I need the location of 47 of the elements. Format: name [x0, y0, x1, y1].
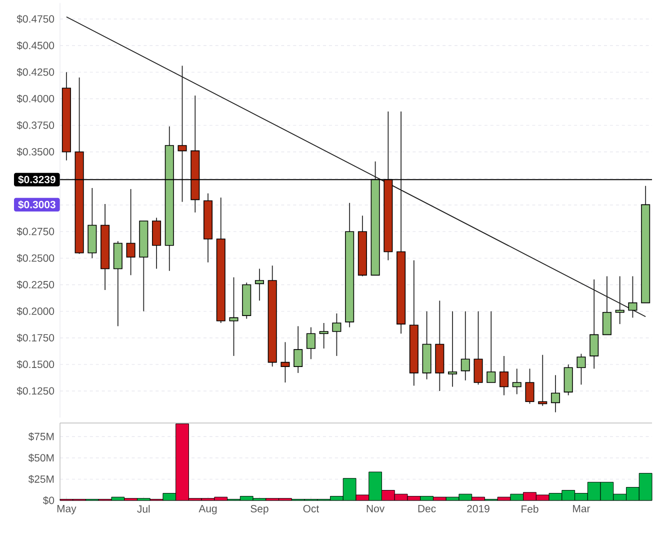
candlestick: [332, 312, 342, 356]
candlestick: [525, 368, 534, 404]
x-tick-label: Mar: [573, 505, 590, 512]
y-tick-label: $0.4250: [16, 68, 54, 76]
y-tick-label: $0.4500: [16, 41, 54, 50]
text: $0.3003: [18, 200, 56, 209]
candlestick: [486, 310, 496, 383]
ref-line-label: $0.3239: [18, 175, 56, 184]
candlestick: [499, 355, 509, 396]
candlestick: [229, 276, 238, 356]
candlestick: [550, 374, 560, 413]
y-tick-label: $0.4750: [16, 14, 54, 24]
y-tick-label: $0.2750: [16, 227, 54, 236]
y-tick-label: $0.2000: [16, 307, 54, 316]
candlestick: [254, 268, 264, 302]
candlestick: [294, 326, 303, 374]
x-tick-label: 2019: [467, 505, 490, 512]
y-tick-label: $0: [42, 496, 54, 505]
y-tick-label: $0.2250: [16, 280, 54, 289]
x-tick-label: Oct: [303, 505, 320, 512]
candlestick: [460, 310, 470, 381]
candlestick: [280, 342, 290, 383]
candlestick: [576, 353, 586, 386]
x-tick-label: Aug: [198, 505, 217, 514]
x-tick-label: May: [57, 505, 76, 514]
candlestick: [474, 310, 483, 386]
x-tick-label: Jul: [137, 505, 150, 513]
y-tick-label: $0.3750: [16, 121, 54, 130]
x-tick-label: Sep: [250, 505, 268, 514]
candlestick: [126, 188, 136, 276]
y-tick-label: $0.2500: [16, 254, 54, 262]
x-tick-label: Feb: [522, 505, 538, 513]
y-tick-label: $75M: [28, 432, 54, 441]
candlestick: [512, 368, 522, 395]
y-tick-label: $0.1750: [16, 334, 54, 342]
y-tick-label: $0.1500: [16, 360, 54, 369]
y-tick-label: $0.4000: [16, 94, 54, 103]
candlestick: [319, 322, 328, 349]
x-tick-label: Dec: [418, 505, 436, 512]
y-tick-label: $0.3500: [16, 148, 54, 156]
x-tick-label: Nov: [366, 505, 385, 512]
y-tick-label: $0.1250: [16, 386, 54, 396]
y-tick-label: $50M: [28, 454, 54, 462]
candlestick: [448, 310, 458, 388]
y-tick-label: $25M: [28, 474, 54, 484]
candlestick: [538, 354, 548, 406]
candlestick: [306, 326, 316, 360]
